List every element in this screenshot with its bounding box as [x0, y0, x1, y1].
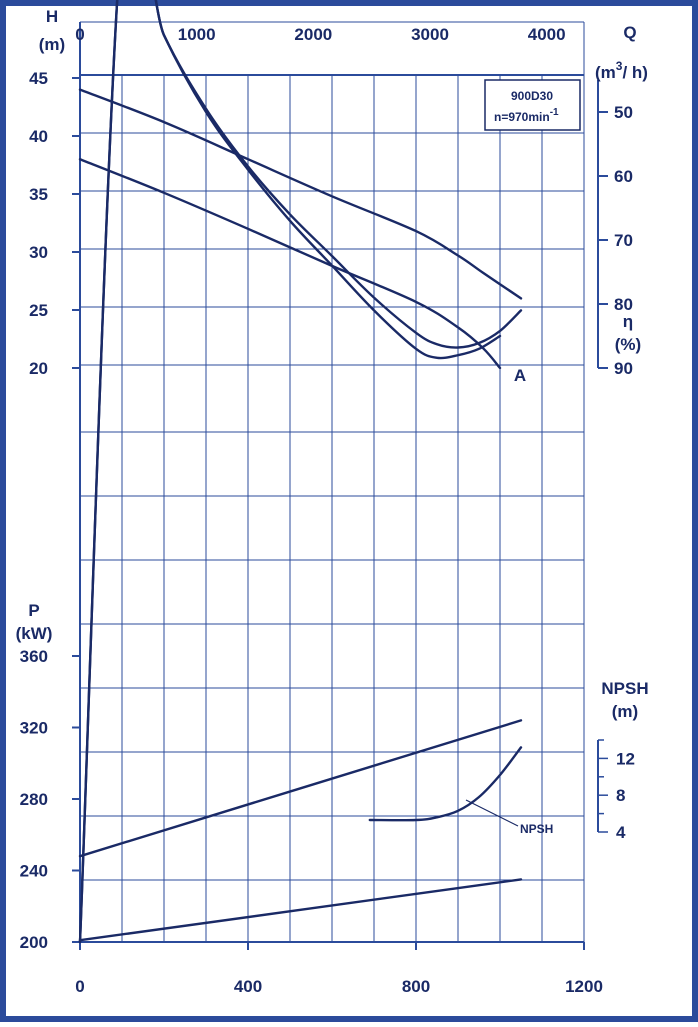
y-power-tick-label: 200 [20, 933, 48, 952]
series-head-upper [78, 88, 523, 300]
model-name: 900D30 [511, 89, 553, 103]
model-speed-sup: -1 [550, 107, 559, 118]
x-top-unit-sup: 3 [616, 59, 623, 73]
y-eff-unit: (%) [615, 335, 641, 354]
x-top-tick-label: 4000 [528, 25, 566, 44]
x-top-unit-end: / h) [622, 63, 648, 82]
x-top-unit-part: (m [595, 63, 616, 82]
y-eff-tick-label: 80 [614, 295, 633, 314]
y-eff-tick-label: 90 [614, 359, 633, 378]
model-speed: n=970min-1 [494, 107, 559, 124]
y-head-unit: (m) [39, 35, 65, 54]
x-bottom-tick-label: 0 [75, 977, 84, 996]
y-power-title: P [28, 601, 39, 620]
npsh-leader-line [465, 799, 519, 827]
x-bottom-tick-label: 800 [402, 977, 430, 996]
curves [78, 0, 523, 944]
x-bottom-tick-label: 400 [234, 977, 262, 996]
y-head-tick-label: 30 [29, 243, 48, 262]
x-top-tick-label: 2000 [294, 25, 332, 44]
y-head-tick-label: 40 [29, 127, 48, 146]
x-top-unit: (m3/ h) [595, 59, 648, 82]
series-efficiency-lower [78, 0, 523, 944]
npsh-curve-label: NPSH [520, 822, 553, 836]
y-head-tick-label: 20 [29, 359, 48, 378]
series-power-upper [78, 719, 523, 858]
x-top-tick-label: 3000 [411, 25, 449, 44]
x-top-title: Q [623, 23, 636, 42]
y-power-tick-label: 360 [20, 647, 48, 666]
y-head-title: H [46, 7, 58, 26]
labels: H (m) Q (m3/ h) η (%) P (kW) NPSH (m) 90… [16, 7, 649, 996]
y-npsh-tick-label: 8 [616, 786, 625, 805]
series-power-lower [78, 878, 523, 942]
y-npsh-tick-label: 12 [616, 749, 635, 768]
x-top-tick-label: 0 [75, 25, 84, 44]
y-eff-title: η [623, 312, 633, 331]
x-top-tick-label: 1000 [178, 25, 216, 44]
curve-a-label: A [514, 366, 526, 385]
y-power-tick-label: 240 [20, 862, 48, 881]
y-head-tick-label: 35 [29, 185, 48, 204]
series-npsh [368, 746, 523, 822]
y-npsh-tick-label: 4 [616, 823, 626, 842]
x-bottom-tick-label: 1200 [565, 977, 603, 996]
y-head-tick-label: 45 [29, 69, 48, 88]
y-power-tick-label: 320 [20, 719, 48, 738]
y-eff-tick-label: 50 [614, 103, 633, 122]
y-power-tick-label: 280 [20, 790, 48, 809]
y-npsh-unit: (m) [612, 702, 638, 721]
y-npsh-title: NPSH [601, 679, 648, 698]
model-box [484, 79, 581, 131]
y-head-tick-label: 25 [29, 301, 48, 320]
y-eff-tick-label: 70 [614, 231, 633, 250]
y-eff-tick-label: 60 [614, 167, 633, 186]
model-speed-text: n=970min [494, 110, 550, 124]
y-power-unit: (kW) [16, 624, 53, 643]
